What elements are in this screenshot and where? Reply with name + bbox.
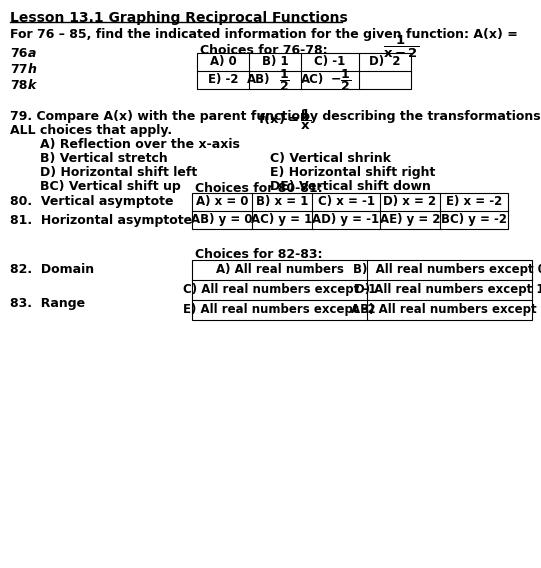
Text: 76.: 76. (10, 47, 32, 60)
Text: E) -2: E) -2 (208, 73, 238, 86)
Text: h: h (28, 63, 37, 76)
Text: DE) Vertical shift down: DE) Vertical shift down (270, 180, 431, 193)
Text: D) Horizontal shift left: D) Horizontal shift left (40, 166, 197, 179)
Text: by describing the transformations. Select: by describing the transformations. Selec… (301, 110, 541, 123)
Text: C) -1: C) -1 (314, 56, 346, 69)
Text: .: . (415, 28, 420, 41)
Text: 80.  Vertical asymptote: 80. Vertical asymptote (10, 195, 174, 208)
Text: B) 1: B) 1 (262, 56, 288, 69)
Text: C) All real numbers except -1: C) All real numbers except -1 (183, 283, 376, 296)
Text: 82.  Domain: 82. Domain (10, 263, 94, 276)
Text: AB) All real numbers except 2: AB) All real numbers except 2 (351, 303, 541, 316)
Text: D) All real numbers except 1: D) All real numbers except 1 (355, 283, 541, 296)
Bar (192, 193, 508, 229)
Text: Choices for 80-81:: Choices for 80-81: (195, 182, 322, 195)
Text: D)  2: D) 2 (370, 56, 401, 69)
Text: AC) y = 1: AC) y = 1 (252, 214, 313, 227)
Text: D) x = 2: D) x = 2 (384, 195, 437, 208)
Text: E) x = -2: E) x = -2 (446, 195, 502, 208)
Text: Lesson 13.1 Graphing Reciprocal Functions: Lesson 13.1 Graphing Reciprocal Function… (10, 11, 348, 25)
Text: k: k (28, 79, 36, 92)
Text: E) All real numbers except -2: E) All real numbers except -2 (183, 303, 376, 316)
Text: AB): AB) (247, 73, 270, 86)
Text: $\mathbf{\dfrac{1}{2}}$: $\mathbf{\dfrac{1}{2}}$ (279, 67, 289, 93)
Text: AB) y = 0: AB) y = 0 (192, 214, 253, 227)
Text: 78.: 78. (10, 79, 32, 92)
Text: 77.: 77. (10, 63, 32, 76)
Text: Choices for 76-78:: Choices for 76-78: (200, 44, 328, 57)
Text: $\mathbf{f(x)=\dfrac{1}{x}}$: $\mathbf{f(x)=\dfrac{1}{x}}$ (258, 108, 312, 132)
Text: $\mathbf{-\dfrac{1}{2}}$: $\mathbf{-\dfrac{1}{2}}$ (331, 67, 352, 93)
Bar (192, 260, 532, 320)
Text: E) Horizontal shift right: E) Horizontal shift right (270, 166, 436, 179)
Text: AD) y = -1: AD) y = -1 (313, 214, 380, 227)
Text: C) x = -1: C) x = -1 (318, 195, 374, 208)
Text: A) 0: A) 0 (209, 56, 236, 69)
Text: 83.  Range: 83. Range (10, 297, 85, 310)
Text: A) x = 0: A) x = 0 (196, 195, 248, 208)
Text: B)  All real numbers except 0: B) All real numbers except 0 (353, 264, 541, 277)
Text: C) Vertical shrink: C) Vertical shrink (270, 152, 391, 165)
Text: ALL choices that apply.: ALL choices that apply. (10, 124, 172, 137)
Text: 79. Compare A(x) with the parent function: 79. Compare A(x) with the parent functio… (10, 110, 309, 123)
Text: 81.  Horizontal asymptote: 81. Horizontal asymptote (10, 214, 192, 227)
Text: AE) y = 2: AE) y = 2 (380, 214, 440, 227)
Text: a: a (28, 47, 36, 60)
Text: A) Reflection over the x-axis: A) Reflection over the x-axis (40, 138, 240, 151)
Bar (197, 53, 411, 89)
Text: BC) Vertical shift up: BC) Vertical shift up (40, 180, 181, 193)
Text: AC): AC) (301, 73, 325, 86)
Text: B) Vertical stretch: B) Vertical stretch (40, 152, 168, 165)
Text: Choices for 82-83:: Choices for 82-83: (195, 248, 322, 261)
Text: BC) y = -2: BC) y = -2 (441, 214, 507, 227)
Text: B) x = 1: B) x = 1 (256, 195, 308, 208)
Text: For 76 – 85, find the indicated information for the given function: A(x) =: For 76 – 85, find the indicated informat… (10, 28, 518, 41)
Text: $\mathbf{\dfrac{1}{x-2}}$: $\mathbf{\dfrac{1}{x-2}}$ (383, 34, 419, 60)
Text: A) All real numbers: A) All real numbers (215, 264, 344, 277)
